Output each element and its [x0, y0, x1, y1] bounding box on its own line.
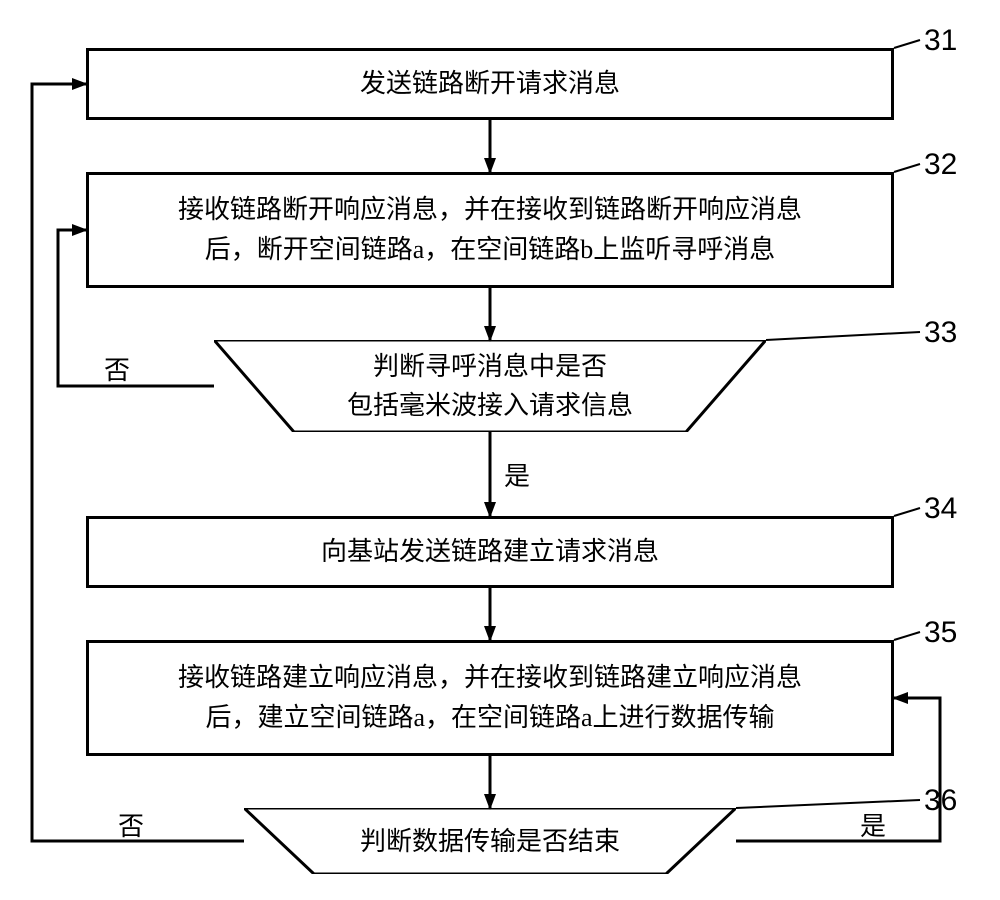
node-33-text: 判断寻呼消息中是否 包括毫米波接入请求信息	[347, 347, 633, 425]
node-35: 接收链路建立响应消息，并在接收到链路建立响应消息 后，建立空间链路a，在空间链路…	[86, 640, 894, 756]
node-32: 接收链路断开响应消息，并在接收到链路断开响应消息 后，断开空间链路a，在空间链路…	[86, 172, 894, 288]
node-32-text: 接收链路断开响应消息，并在接收到链路断开响应消息 后，断开空间链路a，在空间链路…	[178, 190, 802, 271]
connectors	[0, 0, 1000, 900]
step-label-35: 35	[924, 616, 957, 650]
step-label-31: 31	[924, 24, 957, 58]
step-label-32: 32	[924, 148, 957, 182]
node-36-text: 判断数据传输是否结束	[360, 822, 620, 861]
node-33: 判断寻呼消息中是否 包括毫米波接入请求信息	[214, 340, 766, 432]
node-36: 判断数据传输是否结束	[244, 808, 736, 874]
step-label-33: 33	[924, 316, 957, 350]
flowchart-canvas: 31 32 33 34 35 36 发送链路断开请求消息 接收链路断开响应消息，…	[0, 0, 1000, 900]
edge-label-33-no: 否	[104, 350, 130, 387]
step-label-36: 36	[924, 784, 957, 818]
edge-label-36-yes: 是	[860, 806, 886, 843]
node-31-text: 发送链路断开请求消息	[360, 64, 620, 104]
node-34-text: 向基站发送链路建立请求消息	[321, 532, 659, 572]
node-34: 向基站发送链路建立请求消息	[86, 516, 894, 588]
edge-label-36-no: 否	[118, 806, 144, 843]
edge-label-33-yes: 是	[504, 456, 530, 493]
node-31: 发送链路断开请求消息	[86, 48, 894, 120]
step-label-34: 34	[924, 492, 957, 526]
node-35-text: 接收链路建立响应消息，并在接收到链路建立响应消息 后，建立空间链路a，在空间链路…	[178, 658, 802, 739]
